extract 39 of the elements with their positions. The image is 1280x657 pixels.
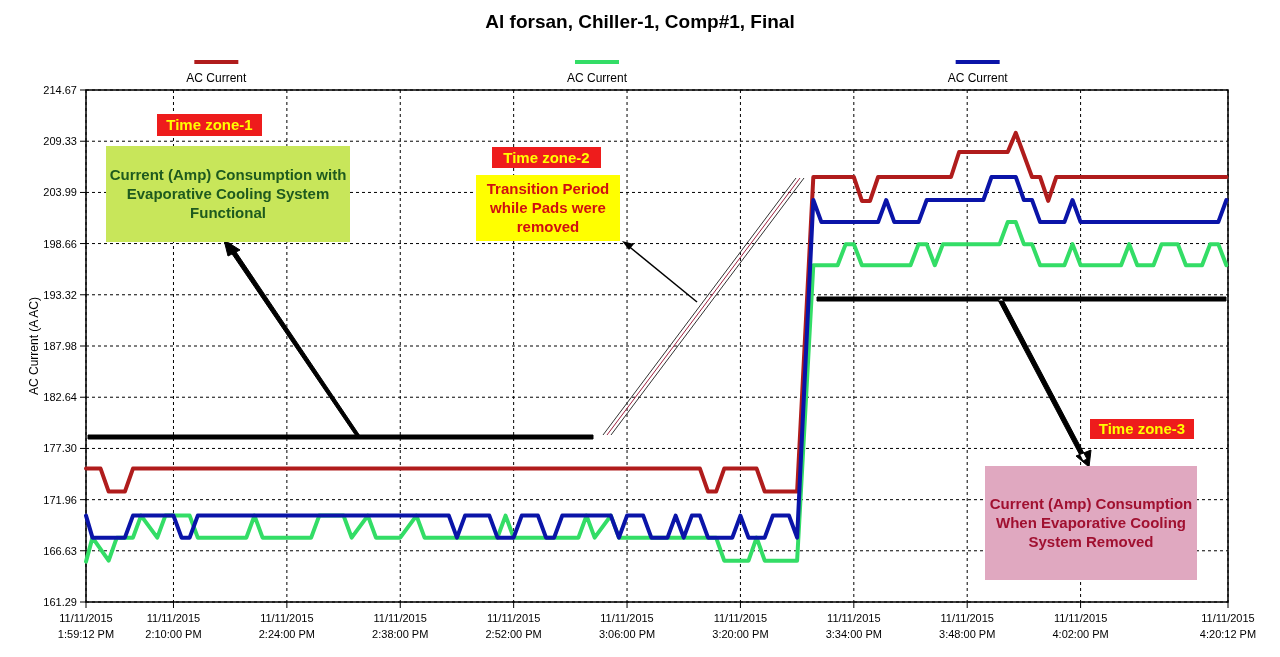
x-tick-label: 11/11/2015 3:48:00 PM (939, 612, 996, 640)
x-tick-label: 11/11/2015 2:38:00 PM (372, 612, 429, 640)
chart-title: Al forsan, Chiller-1, Comp#1, Final (485, 11, 795, 32)
y-tick-label: 203.99 (43, 186, 77, 199)
y-tick-label: 161.29 (43, 596, 77, 608)
y-tick-label: 214.67 (43, 84, 77, 96)
x-tick-label: 11/11/2015 4:20:12 PM (1199, 612, 1257, 640)
annotation: Current (Amp) Consumption with Evaporative Cooling System Functional (109, 166, 347, 221)
x-tick-label: 11/11/2015 4:02:00 PM (1052, 612, 1109, 640)
x-tick-label: 11/11/2015 3:34:00 PM (825, 612, 882, 640)
y-tick-label: 187.98 (43, 340, 77, 352)
y-tick-label: 166.63 (43, 544, 77, 557)
note-card: Current (Amp) Consumption When Evaporative Cooling System Removed (985, 466, 1197, 580)
annotation: Time zone-2 (503, 148, 590, 166)
x-tick-label: 11/11/2015 1:59:12 PM (57, 612, 115, 640)
legend-label: AC Current (186, 71, 247, 85)
y-tick-label: 182.64 (43, 391, 77, 404)
annotation: Time zone-3 (1098, 420, 1186, 437)
y-tick-label: 209.33 (43, 135, 77, 148)
x-tick-label: 11/11/2015 3:06:00 PM (598, 612, 656, 640)
x-tick-label: 11/11/2015 2:10:00 PM (145, 612, 202, 640)
annotation: Current (Amp) Consumption When Evaporative Cooling System Removed (989, 495, 1193, 550)
x-tick-label: 11/11/2015 2:52:00 PM (485, 612, 542, 640)
note-card: Time zone-1 (157, 114, 262, 136)
note-card: Time zone-2 (492, 147, 601, 168)
y-tick-label: 198.66 (43, 237, 77, 250)
note-card: Current (Amp) Consumption with Evaporative Cooling System Functional (106, 146, 350, 242)
x-tick-label: 11/11/2015 3:20:00 PM (712, 612, 769, 640)
legend-label: AC Current (566, 71, 628, 85)
legend-label: AC Current (947, 71, 1009, 85)
y-axis-title: AC Current (A AC) (27, 296, 41, 396)
y-tick-label: 193.32 (43, 288, 77, 301)
y-tick-label: 177.30 (43, 442, 77, 455)
annotation: Time zone-1 (166, 116, 253, 133)
note-card: Time zone-3 (1090, 419, 1194, 439)
annotation: Transition Period while Pads were removed (486, 180, 610, 235)
note-card: Transition Period while Pads were removed (476, 175, 620, 241)
y-tick-label: 171.96 (43, 493, 77, 506)
x-tick-label: 11/11/2015 2:24:00 PM (258, 612, 315, 640)
